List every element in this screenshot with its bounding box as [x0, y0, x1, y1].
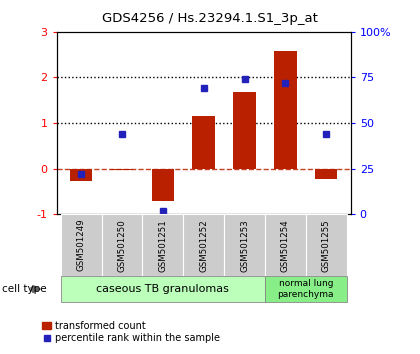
Text: caseous TB granulomas: caseous TB granulomas: [97, 284, 229, 294]
Bar: [192, 116, 215, 169]
Text: GSM501255: GSM501255: [322, 219, 331, 272]
Bar: [70, 169, 92, 181]
Text: GSM501249: GSM501249: [77, 219, 86, 272]
Text: GDS4256 / Hs.23294.1.S1_3p_at: GDS4256 / Hs.23294.1.S1_3p_at: [102, 12, 318, 25]
Text: GSM501252: GSM501252: [199, 219, 208, 272]
Bar: [274, 51, 297, 169]
Bar: [111, 169, 133, 170]
Text: GSM501253: GSM501253: [240, 219, 249, 272]
Text: normal lung
parenchyma: normal lung parenchyma: [278, 279, 334, 299]
Text: GSM501251: GSM501251: [158, 219, 167, 272]
Text: GSM501254: GSM501254: [281, 219, 290, 272]
Bar: [152, 169, 174, 201]
Legend: transformed count, percentile rank within the sample: transformed count, percentile rank withi…: [39, 317, 224, 347]
Bar: [315, 169, 337, 179]
Bar: [233, 92, 256, 169]
Text: GSM501250: GSM501250: [118, 219, 126, 272]
Text: cell type: cell type: [2, 284, 47, 294]
